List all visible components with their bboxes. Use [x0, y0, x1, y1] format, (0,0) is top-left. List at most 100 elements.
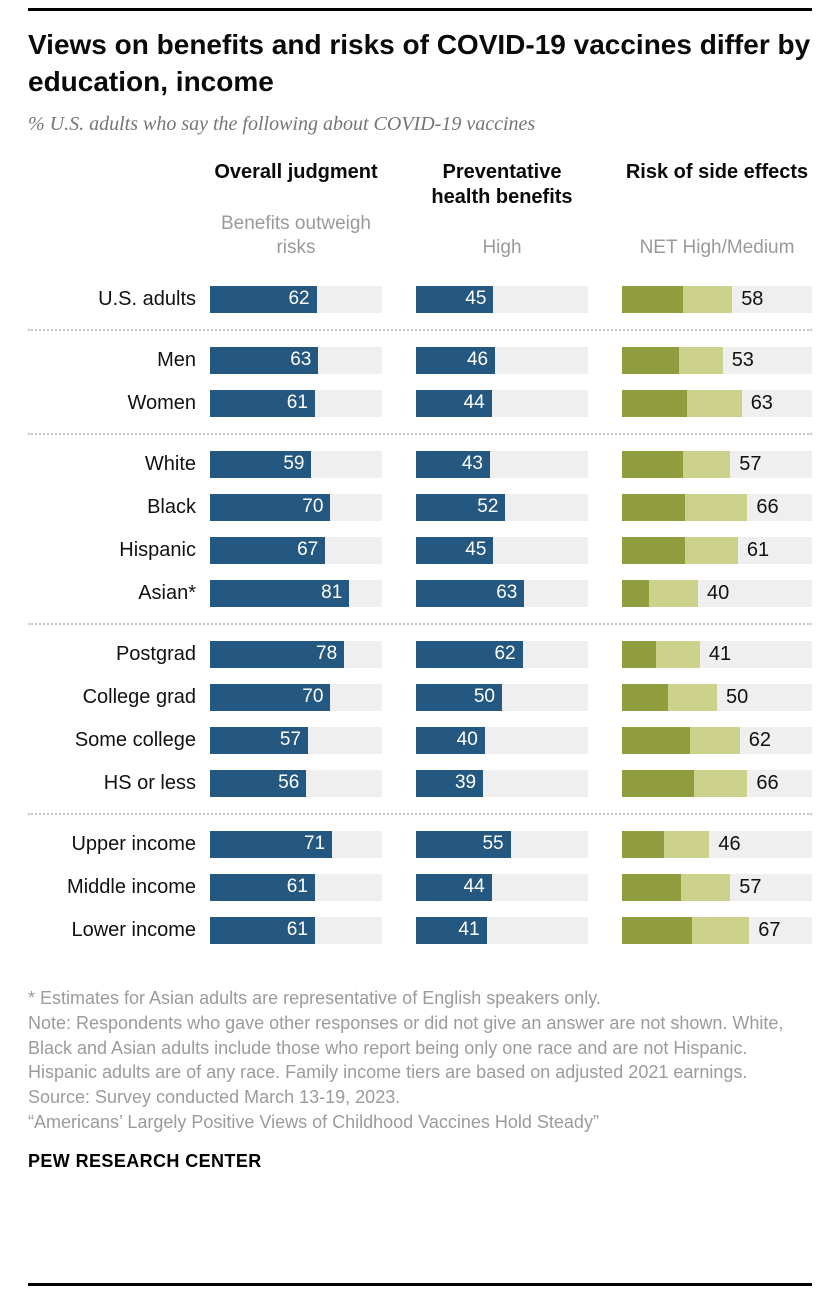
preventative-benefits-bar: 50 [416, 683, 588, 711]
table-row: Hispanic 67 45 61 [28, 536, 812, 564]
preventative-benefits-bar-fill: 63 [416, 579, 525, 607]
overall-judgment-bar-fill: 63 [210, 346, 319, 374]
preventative-benefits-bar: 55 [416, 830, 588, 858]
preventative-benefits-bar: 45 [416, 285, 588, 313]
preventative-benefits-bar: 40 [416, 726, 588, 754]
overall-judgment-bar: 63 [210, 346, 382, 374]
risk-net-value: 57 [739, 452, 762, 475]
column-title: Overall judgment [214, 160, 378, 183]
top-rule [28, 8, 812, 11]
preventative-benefits-bar: 63 [416, 579, 588, 607]
bar-value: 57 [279, 729, 302, 751]
chart-body: U.S. adults 62 45 58 Men 63 46 53 Women 61 44 63 Whi… [28, 270, 812, 960]
bar-value: 70 [302, 686, 324, 708]
group-divider [28, 812, 812, 815]
table-row: White 59 43 57 [28, 450, 812, 478]
risk-side-effects-bar: 62 [622, 726, 812, 754]
risk-side-effects-bar: 67 [622, 916, 812, 944]
risk-side-effects-bar: 61 [622, 536, 812, 564]
table-row: HS or less 56 39 66 [28, 769, 812, 797]
risk-medium-segment [680, 873, 731, 901]
bar-value: 52 [477, 496, 499, 518]
overall-judgment-bar: 61 [210, 916, 382, 944]
row-group: Postgrad 78 62 41 College grad 70 50 50 Some col… [28, 640, 812, 797]
table-row: Some college 57 40 62 [28, 726, 812, 754]
overall-judgment-bar: 78 [210, 640, 382, 668]
bar-value: 55 [482, 833, 504, 855]
preventative-benefits-bar-fill: 45 [416, 285, 494, 313]
column-sublabel: Benefits outweigh risks [221, 213, 371, 259]
row-label: Upper income [71, 832, 196, 855]
overall-judgment-bar-fill: 62 [210, 285, 317, 313]
row-label: U.S. adults [98, 287, 196, 310]
footnote-source: Source: Survey conducted March 13-19, 20… [28, 1087, 401, 1108]
row-label: Black [147, 495, 196, 518]
risk-high-segment [622, 285, 683, 313]
overall-judgment-bar: 62 [210, 285, 382, 313]
table-row: College grad 70 50 50 [28, 683, 812, 711]
row-group: U.S. adults 62 45 58 [28, 285, 812, 313]
risk-medium-segment [656, 640, 700, 668]
column-sublabel: NET High/Medium [639, 237, 795, 259]
bar-value: 61 [286, 919, 308, 941]
brand-label: PEW RESEARCH CENTER [28, 1150, 262, 1171]
row-label: Postgrad [115, 642, 196, 665]
overall-judgment-bar-fill: 59 [210, 450, 312, 478]
risk-medium-segment [684, 536, 738, 564]
overall-judgment-bar-fill: 56 [210, 769, 307, 797]
bar-value: 46 [466, 349, 489, 371]
row-group: White 59 43 57 Black 70 52 66 Hispanic 67 45 61 Asia… [28, 450, 812, 607]
column-header-overall-judgment: Overall judgment Benefits outweigh risks [210, 160, 382, 260]
risk-side-effects-bar: 40 [622, 579, 812, 607]
risk-high-segment [622, 769, 695, 797]
preventative-benefits-bar: 39 [416, 769, 588, 797]
overall-judgment-bar-fill: 70 [210, 683, 331, 711]
preventative-benefits-bar-fill: 44 [416, 873, 492, 901]
risk-net-value: 46 [718, 832, 741, 855]
column-title: Risk of side effects [625, 160, 809, 183]
label-spacer [28, 160, 210, 260]
overall-judgment-bar: 81 [210, 579, 382, 607]
risk-side-effects-bar: 53 [622, 346, 812, 374]
row-label: Lower income [71, 918, 196, 941]
table-row: Black 70 52 66 [28, 493, 812, 521]
preventative-benefits-bar-fill: 40 [416, 726, 485, 754]
group-divider [28, 622, 812, 625]
overall-judgment-bar-fill: 70 [210, 493, 331, 521]
risk-net-value: 41 [708, 642, 732, 665]
risk-side-effects-bar: 63 [622, 389, 812, 417]
bar-value: 50 [473, 686, 495, 708]
risk-high-segment [622, 830, 664, 858]
bar-value: 70 [302, 496, 324, 518]
table-row: Middle income 61 44 57 [28, 873, 812, 901]
row-label: HS or less [103, 771, 196, 794]
overall-judgment-bar-fill: 71 [210, 830, 333, 858]
risk-side-effects-bar: 66 [622, 769, 812, 797]
table-row: Upper income 71 55 46 [28, 830, 812, 858]
risk-side-effects-bar: 46 [622, 830, 812, 858]
risk-medium-segment [648, 579, 698, 607]
overall-judgment-bar-fill: 78 [210, 640, 345, 668]
overall-judgment-bar-fill: 61 [210, 873, 315, 901]
risk-medium-segment [682, 285, 733, 313]
preventative-benefits-bar-fill: 43 [416, 450, 490, 478]
column-header-risk: Risk of side effects NET High/Medium [622, 160, 812, 260]
preventative-benefits-bar: 62 [416, 640, 588, 668]
risk-net-value: 63 [750, 391, 773, 414]
preventative-benefits-bar-fill: 62 [416, 640, 523, 668]
overall-judgment-bar-fill: 57 [210, 726, 309, 754]
row-label: College grad [82, 685, 196, 708]
preventative-benefits-bar: 44 [416, 389, 588, 417]
risk-side-effects-bar: 58 [622, 285, 812, 313]
risk-net-value: 50 [725, 685, 749, 708]
risk-high-segment [622, 450, 683, 478]
preventative-benefits-bar: 41 [416, 916, 588, 944]
table-row: Women 61 44 63 [28, 389, 812, 417]
overall-judgment-bar-fill: 81 [210, 579, 350, 607]
bar-value: 67 [297, 539, 319, 561]
risk-high-segment [622, 640, 657, 668]
overall-judgment-bar: 70 [210, 493, 382, 521]
footnote-note: Note: Respondents who gave other respons… [28, 1012, 784, 1083]
bar-value: 44 [463, 876, 485, 898]
overall-judgment-bar-fill: 61 [210, 389, 315, 417]
